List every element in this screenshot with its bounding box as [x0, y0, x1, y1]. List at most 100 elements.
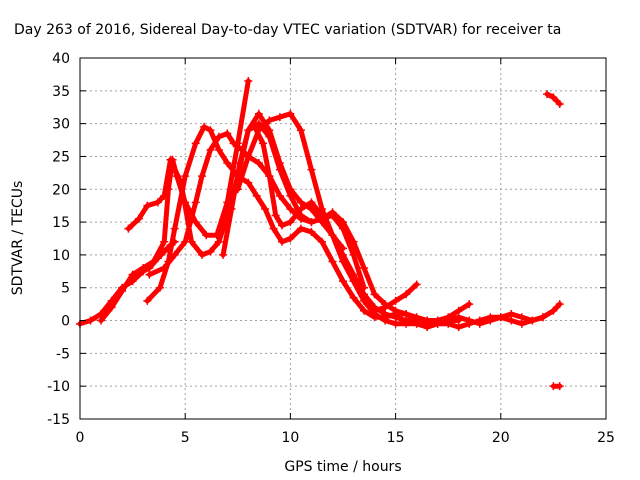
x-tick-label: 0: [76, 430, 85, 446]
data-point: [423, 323, 432, 332]
data-point: [265, 132, 274, 141]
data-point: [286, 204, 295, 213]
data-point: [191, 139, 200, 148]
series-track-1: [77, 239, 178, 327]
data-point: [402, 319, 411, 328]
data-point: [155, 283, 164, 292]
axes-ticks: 0 5 10 15 20 25 -15 -10 -5 0 5 10 15 20 25 30 35 40: [47, 51, 615, 446]
x-axis-label: GPS time / hours: [284, 459, 401, 475]
data-point: [517, 313, 526, 322]
data-point: [166, 155, 175, 164]
data-point: [391, 296, 400, 305]
data-point: [360, 306, 369, 315]
data-point: [286, 218, 295, 227]
data-point: [149, 257, 158, 266]
data-point: [360, 264, 369, 273]
data-point: [223, 129, 232, 138]
data-point: [145, 270, 154, 279]
data-point: [254, 109, 263, 118]
data-point: [124, 224, 133, 233]
data-point: [269, 224, 278, 233]
data-point: [143, 296, 152, 305]
data-point: [349, 277, 358, 286]
data-point: [244, 178, 253, 187]
data-point: [328, 257, 337, 266]
data-point: [307, 227, 316, 236]
data-point: [307, 165, 316, 174]
data-point: [97, 316, 106, 325]
data-point: [198, 250, 207, 259]
data-point: [134, 214, 143, 223]
x-tick-label: 20: [492, 430, 510, 446]
y-tick-label: 35: [52, 84, 70, 100]
data-point: [381, 303, 390, 312]
x-tick-label: 25: [597, 430, 615, 446]
data-point: [465, 316, 474, 325]
data-point: [307, 198, 316, 207]
data-point: [275, 191, 284, 200]
data-point: [370, 306, 379, 315]
data-point: [191, 218, 200, 227]
data-point: [538, 313, 547, 322]
data-point: [307, 218, 316, 227]
data-point: [261, 204, 270, 213]
data-point: [214, 145, 223, 154]
y-tick-label: 25: [52, 149, 70, 165]
data-point: [286, 109, 295, 118]
data-point: [250, 122, 259, 131]
data-point: [128, 270, 137, 279]
data-point: [143, 201, 152, 210]
data-point: [244, 152, 253, 161]
x-tick-label: 10: [281, 430, 299, 446]
data-point: [360, 296, 369, 305]
data-point: [254, 159, 263, 168]
data-point: [214, 132, 223, 141]
data-point: [107, 303, 116, 312]
data-point: [206, 145, 215, 154]
data-point: [235, 159, 244, 168]
data-point: [496, 313, 505, 322]
data-point: [317, 237, 326, 246]
data-point: [402, 290, 411, 299]
x-tick-label: 5: [181, 430, 190, 446]
data-point: [181, 237, 190, 246]
y-tick-label: -15: [47, 412, 70, 428]
data-point: [370, 290, 379, 299]
data-point: [191, 198, 200, 207]
y-tick-label: 10: [52, 248, 70, 264]
data-point: [181, 172, 190, 181]
series-group: [76, 76, 564, 391]
plot-frame: [79, 57, 607, 420]
data-point: [454, 323, 463, 332]
data-point: [444, 316, 453, 325]
data-point: [507, 309, 516, 318]
data-point: [202, 231, 211, 240]
data-point: [543, 90, 552, 99]
data-point: [139, 264, 148, 273]
data-point: [454, 313, 463, 322]
data-point: [296, 204, 305, 213]
data-point: [317, 211, 326, 220]
data-point: [265, 172, 274, 181]
data-point: [555, 382, 564, 391]
data-point: [549, 306, 558, 315]
data-point: [486, 316, 495, 325]
data-point: [286, 191, 295, 200]
data-point: [227, 204, 236, 213]
data-point: [200, 122, 209, 131]
data-point: [339, 277, 347, 286]
data-point: [339, 257, 347, 266]
data-point: [286, 234, 295, 243]
y-tick-label: -10: [47, 379, 70, 395]
data-point: [244, 126, 253, 135]
data-point: [160, 237, 169, 246]
data-point: [244, 76, 253, 85]
data-point: [328, 208, 337, 217]
x-tick-label: 15: [387, 430, 405, 446]
series-track-7: [235, 111, 563, 330]
data-point: [271, 211, 280, 220]
data-point: [296, 126, 305, 135]
data-point: [214, 237, 223, 246]
data-point: [86, 316, 95, 325]
